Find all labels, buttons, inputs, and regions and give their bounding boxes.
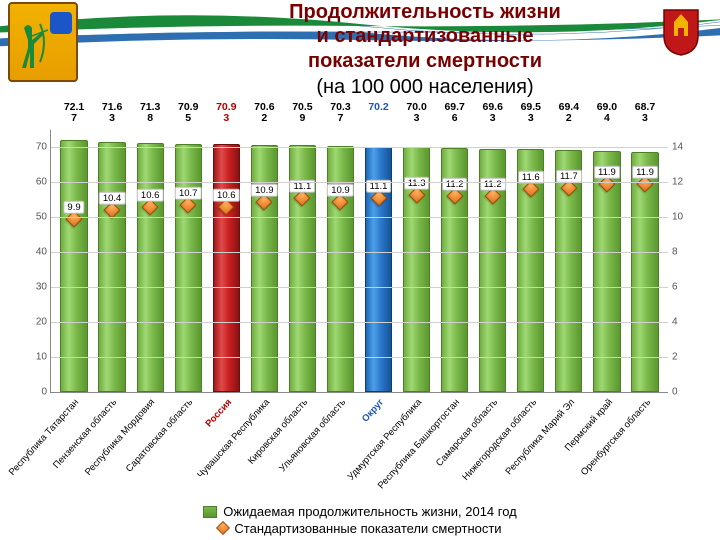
ytick-left: 60 [21,177,47,188]
title-line1: Продолжительность жизни [210,0,640,24]
bar-russia [213,144,240,392]
legend-bar-label: Ожидаемая продолжительность жизни, 2014 … [223,504,517,519]
bar-tatarstan [60,140,87,392]
bar-slot: 68.7311.9 [628,130,662,392]
legend-marker-label: Стандартизованные показатели смертности [234,521,501,536]
marker-value-label: 10.9 [251,183,278,196]
title-sub: (на 100 000 населения) [210,75,640,99]
ytick-left: 40 [21,247,47,258]
chart: 72.179.971.6310.471.3810.670.9510.770.93… [10,130,700,498]
header-banner: Продолжительность жизни и стандартизован… [0,0,720,95]
crest-right [660,6,702,56]
ytick-right: 6 [672,282,696,293]
bar-slot: 70.9310.6 [209,130,243,392]
bar-slot: 71.6310.4 [95,130,129,392]
bar-slot: 70.9510.7 [171,130,205,392]
xlabel-slot: Саратовская область [170,393,204,498]
bar-slot: 70.211.1 [362,130,396,392]
marker-value-label: 10.7 [175,187,202,200]
ytick-left: 70 [21,142,47,153]
ytick-right: 8 [672,247,696,258]
bar-value-label: 68.73 [622,102,668,124]
bar-saratov [175,144,202,392]
legend: Ожидаемая продолжительность жизни, 2014 … [0,504,720,536]
bar-slot: 69.7611.2 [438,130,472,392]
ytick-right: 2 [672,352,696,363]
bar-slot: 70.6210.9 [247,130,281,392]
marker-value-label: 10.4 [99,192,126,205]
bar-slot: 69.4211.7 [552,130,586,392]
ytick-right: 12 [672,177,696,188]
bar-penza [98,142,125,392]
title-block: Продолжительность жизни и стандартизован… [210,0,640,100]
marker-value-label: 9.9 [63,201,84,214]
bar-slot: 69.0411.9 [590,130,624,392]
ytick-left: 50 [21,212,47,223]
marker-value-label: 11.2 [442,178,468,191]
xlabels-container: Республика ТатарстанПензенская областьРе… [50,393,668,498]
marker-value-label: 10.6 [213,189,240,202]
title-line2: и стандартизованные [210,24,640,48]
bar-slot: 70.5911.1 [285,130,319,392]
marker-value-label: 11.9 [594,166,620,179]
bar-mordovia [137,143,164,392]
legend-marker: Стандартизованные показатели смертности [218,521,501,536]
ytick-right: 4 [672,317,696,328]
xlabel-slot: Оренбургская область [628,393,662,498]
bar-slot: 70.3710.9 [323,130,357,392]
gridline [51,287,668,288]
gridline [51,147,668,148]
ytick-right: 14 [672,142,696,153]
ytick-right: 10 [672,212,696,223]
title-line3: показатели смертности [210,49,640,73]
ytick-left: 20 [21,317,47,328]
ytick-left: 0 [21,387,47,398]
bar-slot: 71.3810.6 [133,130,167,392]
gridline [51,182,668,183]
gridline [51,217,668,218]
gridline [51,252,668,253]
bar-slot: 72.179.9 [57,130,91,392]
ytick-left: 30 [21,282,47,293]
xlabel-tatarstan: Республика Татарстан [7,397,81,478]
marker-value-label: 11.2 [480,178,506,191]
xlabel-russia: Россия [203,397,234,429]
bars-container: 72.179.971.6310.471.3810.670.9510.770.93… [51,130,668,392]
gridline [51,322,668,323]
bar-slot: 69.5311.6 [514,130,548,392]
marker-value-label: 10.9 [327,183,354,196]
marker-value-label: 11.7 [556,169,582,182]
legend-bar: Ожидаемая продолжительность жизни, 2014 … [203,504,517,519]
marker-value-label: 11.9 [632,166,658,179]
swatch-bar-icon [203,506,217,518]
swatch-diamond-icon [216,521,230,535]
bar-slot: 70.0311.3 [400,130,434,392]
marker-value-label: 10.6 [137,189,164,202]
xlabel-okrug: Округ [360,397,386,424]
crest-left [8,2,78,82]
bar-slot: 69.6311.2 [476,130,510,392]
plot-area: 72.179.971.6310.471.3810.670.9510.770.93… [50,130,668,393]
ytick-left: 10 [21,352,47,363]
xlabel-slot: Ульяновская область [323,393,357,498]
ytick-right: 0 [672,387,696,398]
gridline [51,357,668,358]
